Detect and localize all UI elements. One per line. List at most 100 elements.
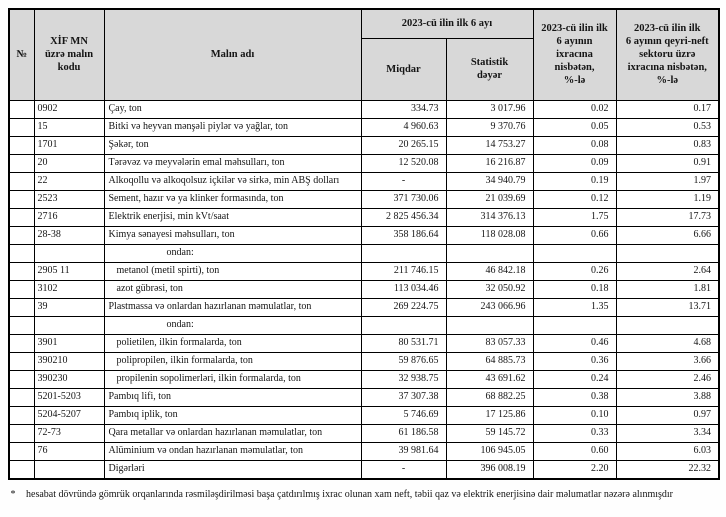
table-row: 3901 polietilen, ilkin formalarda, ton 8… (8, 333, 720, 353)
ixrac-cell: 0.66 (532, 225, 617, 245)
code-cell: 22 (33, 171, 105, 191)
col-header-miqdar: Miqdar (360, 37, 447, 101)
statistik-cell: 3 017.96 (445, 99, 534, 119)
table-row: 15 Bitki və heyvan mənşəli piylər və yağ… (8, 117, 720, 137)
miqdar-cell: - (360, 459, 447, 479)
ixrac-cell: 0.36 (532, 351, 617, 371)
code-cell: 5201-5203 (33, 387, 105, 407)
table-row: 1701 Şəkər, ton 20 265.15 14 753.27 0.08… (8, 135, 720, 155)
table-row: 20 Tərəvəz və meyvələrin emal məhsulları… (8, 153, 720, 173)
no-cell (8, 387, 35, 407)
statistik-cell: 9 370.76 (445, 117, 534, 137)
code-cell: 72-73 (33, 423, 105, 443)
ixrac-cell: 0.08 (532, 135, 617, 155)
code-cell: 5204-5207 (33, 405, 105, 425)
table-header: № XİF MN üzrə malın kodu Malın adı 2023-… (8, 8, 720, 101)
statistik-cell: 64 885.73 (445, 351, 534, 371)
qeyri-neft-cell (615, 315, 720, 335)
table-row: 3102 azot gübrəsi, ton 113 034.46 32 050… (8, 279, 720, 299)
code-cell: 3901 (33, 333, 105, 353)
qeyri-neft-cell: 2.64 (615, 261, 720, 281)
no-cell (8, 207, 35, 227)
no-cell (8, 423, 35, 443)
qeyri-neft-cell: 4.68 (615, 333, 720, 353)
qeyri-neft-cell: 0.17 (615, 99, 720, 119)
name-cell: Alkoqollu və alkoqolsuz içkilər və sirkə… (103, 171, 362, 191)
ixrac-cell (532, 315, 617, 335)
table-body: 0902 Çay, ton 334.73 3 017.96 0.02 0.17 … (8, 99, 720, 479)
no-cell (8, 441, 35, 461)
table-row: 2905 11 metanol (metil spirti), ton 211 … (8, 261, 720, 281)
no-cell (8, 261, 35, 281)
no-cell (8, 315, 35, 335)
qeyri-neft-cell: 1.97 (615, 171, 720, 191)
ixrac-cell: 0.18 (532, 279, 617, 299)
table-row: 0902 Çay, ton 334.73 3 017.96 0.02 0.17 (8, 99, 720, 119)
qeyri-neft-cell: 0.53 (615, 117, 720, 137)
qeyri-neft-cell: 1.19 (615, 189, 720, 209)
code-cell: 20 (33, 153, 105, 173)
miqdar-cell (360, 243, 447, 263)
name-cell: propilenin sopolimerləri, ilkin formalar… (103, 369, 362, 389)
miqdar-cell: 5 746.69 (360, 405, 447, 425)
code-cell: 390230 (33, 369, 105, 389)
miqdar-cell (360, 315, 447, 335)
miqdar-cell: 39 981.64 (360, 441, 447, 461)
table-row: 2716 Elektrik enerjisi, min kVt/saat 2 8… (8, 207, 720, 227)
table-row: 22 Alkoqollu və alkoqolsuz içkilər və si… (8, 171, 720, 191)
code-cell: 2523 (33, 189, 105, 209)
statistik-cell: 396 008.19 (445, 459, 534, 479)
code-cell: 1701 (33, 135, 105, 155)
code-cell: 2905 11 (33, 261, 105, 281)
statistik-cell (445, 243, 534, 263)
ixrac-cell: 0.38 (532, 387, 617, 407)
qeyri-neft-cell: 13.71 (615, 297, 720, 317)
ixrac-cell: 0.10 (532, 405, 617, 425)
footnote-asterisk: * (10, 489, 16, 500)
miqdar-cell: 80 531.71 (360, 333, 447, 353)
no-cell (8, 351, 35, 371)
miqdar-cell: 61 186.58 (360, 423, 447, 443)
qeyri-neft-cell: 3.34 (615, 423, 720, 443)
name-cell: Çay, ton (103, 99, 362, 119)
statistik-cell: 32 050.92 (445, 279, 534, 299)
qeyri-neft-cell: 0.97 (615, 405, 720, 425)
statistik-cell: 118 028.08 (445, 225, 534, 245)
name-cell: Elektrik enerjisi, min kVt/saat (103, 207, 362, 227)
miqdar-cell: 2 825 456.34 (360, 207, 447, 227)
col-header-code: XİF MN üzrə malın kodu (33, 8, 105, 101)
col-header-group-2023: 2023-cü ilin ilk 6 ayı (360, 8, 534, 39)
name-cell: Şəkər, ton (103, 135, 362, 155)
statistik-cell: 243 066.96 (445, 297, 534, 317)
header-row-top: № XİF MN üzrə malın kodu Malın adı 2023-… (8, 8, 720, 101)
no-cell (8, 243, 35, 263)
statistik-cell: 43 691.62 (445, 369, 534, 389)
name-cell: polipropilen, ilkin formalarda, ton (103, 351, 362, 371)
name-cell: Kimya sənayesi məhsulları, ton (103, 225, 362, 245)
code-cell: 39 (33, 297, 105, 317)
table-row: 390230 propilenin sopolimerləri, ilkin f… (8, 369, 720, 389)
code-cell (33, 243, 105, 263)
ixrac-cell: 1.75 (532, 207, 617, 227)
miqdar-cell: 32 938.75 (360, 369, 447, 389)
miqdar-cell: 371 730.06 (360, 189, 447, 209)
table-row: 28-38 Kimya sənayesi məhsulları, ton 358… (8, 225, 720, 245)
code-cell: 3102 (33, 279, 105, 299)
footnote-text: hesabat dövründə gömrük orqanlarında rəs… (26, 489, 673, 500)
code-cell: 0902 (33, 99, 105, 119)
table-row: 5201-5203 Pambıq lifi, ton 37 307.38 68 … (8, 387, 720, 407)
miqdar-cell: - (360, 171, 447, 191)
qeyri-neft-cell: 6.03 (615, 441, 720, 461)
ixrac-cell: 0.02 (532, 99, 617, 119)
qeyri-neft-cell: 17.73 (615, 207, 720, 227)
col-header-ixrac: 2023-cü ilin ilk 6 ayının ixracına nisbə… (532, 8, 617, 101)
statistik-cell: 46 842.18 (445, 261, 534, 281)
no-cell (8, 459, 35, 479)
miqdar-cell: 4 960.63 (360, 117, 447, 137)
code-cell (33, 315, 105, 335)
name-cell: Pambıq lifi, ton (103, 387, 362, 407)
no-cell (8, 99, 35, 119)
code-cell: 76 (33, 441, 105, 461)
table-row: 76 Alüminium və ondan hazırlanan məmulat… (8, 441, 720, 461)
